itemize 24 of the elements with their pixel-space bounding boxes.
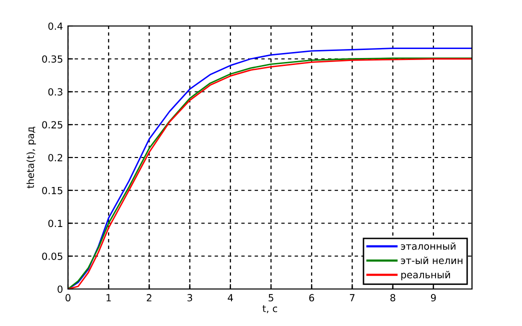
x-tick-label: 9: [430, 294, 436, 302]
y-tick-label: 0.4: [48, 22, 63, 30]
y-tick-label: 0.3: [48, 88, 62, 96]
x-tick-label: 5: [268, 294, 274, 302]
y-tick-label: 0.35: [42, 55, 62, 63]
x-tick-label: 1: [106, 294, 111, 302]
y-tick-label: 0.2: [48, 154, 62, 162]
x-tick-label: 8: [390, 294, 396, 302]
y-tick-label: 0.25: [42, 121, 62, 128]
x-tick-label: 6: [309, 294, 314, 302]
x-tick-label: 3: [187, 294, 192, 302]
x-axis-title: t, c: [262, 305, 278, 314]
y-tick-label: 0.15: [42, 186, 62, 194]
legend-label: эталонный: [400, 242, 456, 250]
x-tick-label: 2: [146, 294, 152, 302]
x-tick-label: 7: [350, 294, 354, 302]
y-tick-label: 0.05: [42, 252, 62, 260]
y-tick-label: 0: [58, 285, 62, 293]
legend-label: реальный: [401, 270, 450, 280]
x-tick-label: 0: [66, 294, 70, 302]
y-axis-title: theta(t), рад: [26, 126, 36, 188]
y-tick-label: 0.1: [48, 220, 62, 228]
legend-label: эт-ый нелин: [400, 256, 462, 264]
x-tick-label: 4: [228, 294, 233, 302]
